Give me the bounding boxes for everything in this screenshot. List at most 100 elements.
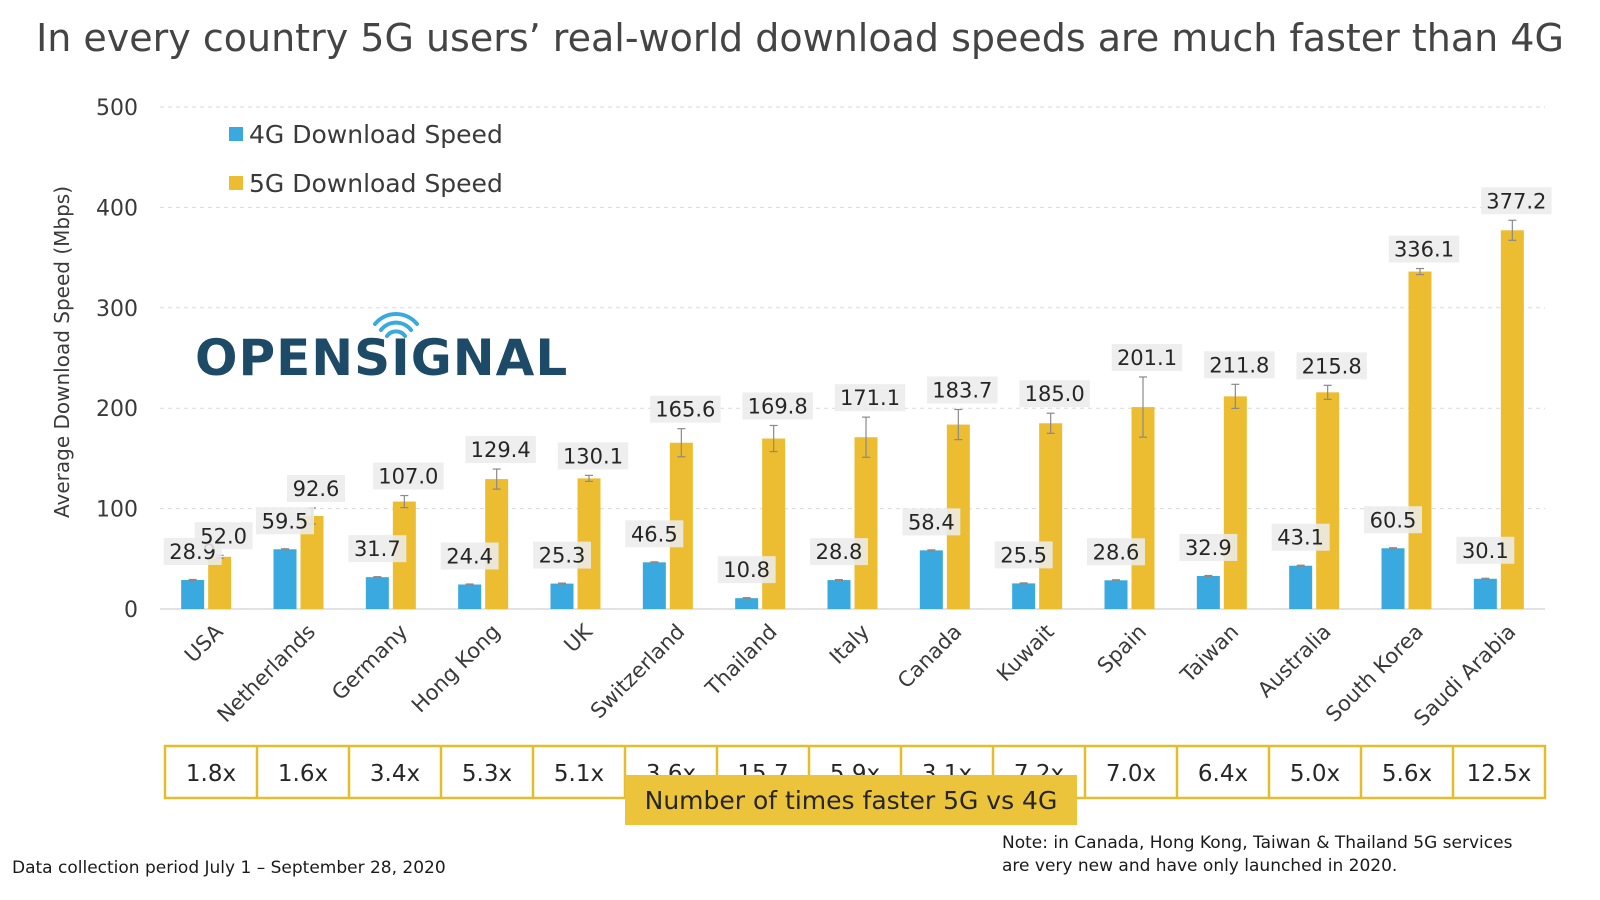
data-label-background (994, 541, 1053, 569)
data-period-note: Data collection period July 1 – Septembe… (12, 858, 446, 878)
data-label: 31.7 (354, 537, 401, 561)
bar-5g (208, 556, 232, 609)
y-axis-ticks: 0 100 200 300 400 500 (96, 96, 138, 623)
data-label-group: 215.8 (1296, 352, 1367, 380)
legend: 4G Download Speed 5G Download Speed (229, 120, 503, 198)
data-label-background (1364, 506, 1422, 534)
data-label: 28.6 (1093, 540, 1140, 564)
data-label-group: 107.0 (373, 462, 444, 490)
category-label: Kuwait (992, 620, 1059, 687)
data-label: 25.5 (1000, 543, 1047, 567)
factor-cell: 5.6x (1382, 761, 1432, 787)
data-label: 336.1 (1394, 238, 1454, 262)
data-label-background (348, 535, 407, 563)
legend-swatch-5g (229, 176, 243, 190)
grid-lines (160, 106, 1545, 610)
factor-banner (625, 775, 1077, 825)
data-label-group: 165.6 (650, 395, 721, 423)
bar-4g (550, 583, 574, 609)
data-label-group: 24.4 (440, 542, 499, 570)
data-label-group: 183.7 (927, 376, 998, 404)
bar-5g (1223, 396, 1247, 609)
data-label-background (1179, 533, 1238, 561)
data-label-group: 130.1 (557, 442, 629, 470)
data-label-background (742, 392, 813, 420)
data-label-background (1087, 538, 1145, 566)
data-label: 32.9 (1185, 536, 1232, 560)
bar-4g (1104, 580, 1128, 609)
footnote-line-1: Note: in Canada, Hong Kong, Taiwan & Tha… (1002, 833, 1513, 853)
data-label-background (194, 522, 253, 550)
factor-cell: 1.6x (278, 761, 328, 787)
data-label-group: 10.8 (717, 556, 776, 584)
data-label-background (650, 395, 721, 423)
chart-title: In every country 5G users’ real-world do… (36, 16, 1564, 60)
data-label-group: 28.6 (1087, 538, 1145, 566)
data-label: 129.4 (471, 438, 531, 462)
y-tick-label: 500 (96, 96, 138, 121)
bar-4g (1012, 583, 1036, 609)
data-label: 215.8 (1302, 354, 1362, 378)
data-label: 171.1 (840, 386, 900, 410)
bar-4g (1473, 578, 1497, 609)
data-label-background (1019, 380, 1090, 408)
data-label: 59.5 (262, 509, 309, 533)
data-label: 211.8 (1209, 353, 1269, 377)
data-label-group: 169.8 (742, 392, 813, 420)
data-label-background (557, 442, 629, 470)
y-tick-label: 400 (96, 196, 138, 221)
data-label-background (373, 462, 444, 490)
data-label-background (927, 376, 998, 404)
data-label-background (625, 520, 684, 548)
data-label-group: 59.5 (256, 507, 314, 535)
data-label: 183.7 (932, 379, 992, 403)
data-label-group: 25.3 (533, 541, 591, 569)
data-label: 28.8 (816, 540, 863, 564)
data-label-background (533, 541, 591, 569)
bar-4g (1289, 565, 1313, 609)
data-label-group: 336.1 (1388, 235, 1460, 263)
data-label: 52.0 (200, 524, 247, 548)
data-label-background (1111, 343, 1183, 371)
data-label-group: 32.9 (1179, 533, 1238, 561)
data-label-background (1271, 523, 1330, 551)
legend-label-4g: 4G Download Speed (249, 120, 503, 149)
data-label: 377.2 (1486, 189, 1546, 213)
data-label-group: 31.7 (348, 535, 407, 563)
data-label-group: 25.5 (994, 541, 1053, 569)
factor-banner-label: Number of times faster 5G vs 4G (645, 786, 1058, 815)
y-tick-label: 300 (96, 297, 138, 322)
data-label-group: 52.0 (194, 522, 253, 550)
data-label-group: 46.5 (625, 520, 684, 548)
data-label-group: 377.2 (1481, 187, 1552, 215)
data-label: 201.1 (1117, 346, 1177, 370)
data-label: 130.1 (563, 444, 623, 468)
factor-cell: 5.0x (1290, 761, 1340, 787)
bar-4g (181, 579, 205, 609)
factor-cell: 6.4x (1198, 761, 1248, 787)
bar-5g (1316, 392, 1340, 609)
data-label-background (1388, 235, 1460, 263)
bar-4g (458, 584, 482, 609)
data-label: 43.1 (1277, 526, 1324, 550)
factor-cell: 5.3x (462, 761, 512, 787)
footnote-line-2: are very new and have only launched in 2… (1002, 856, 1397, 876)
data-label: 46.5 (631, 522, 678, 546)
bar-4g (365, 577, 389, 609)
y-tick-label: 200 (96, 397, 138, 422)
bar-5g (1039, 423, 1063, 609)
data-label-background (1296, 352, 1367, 380)
category-label: Canada (893, 620, 966, 693)
category-label: Thailand (700, 620, 781, 701)
wifi-signal-icon (373, 311, 419, 338)
logo-wordmark: OPENSIGNAL (195, 329, 568, 387)
data-label: 30.1 (1462, 539, 1509, 563)
category-label: UK (559, 619, 597, 657)
category-label: Netherlands (213, 620, 320, 727)
bar-5g (1408, 271, 1432, 609)
factor-cell: 1.8x (186, 761, 236, 787)
data-label: 58.4 (908, 510, 955, 534)
category-label: Spain (1093, 620, 1151, 678)
